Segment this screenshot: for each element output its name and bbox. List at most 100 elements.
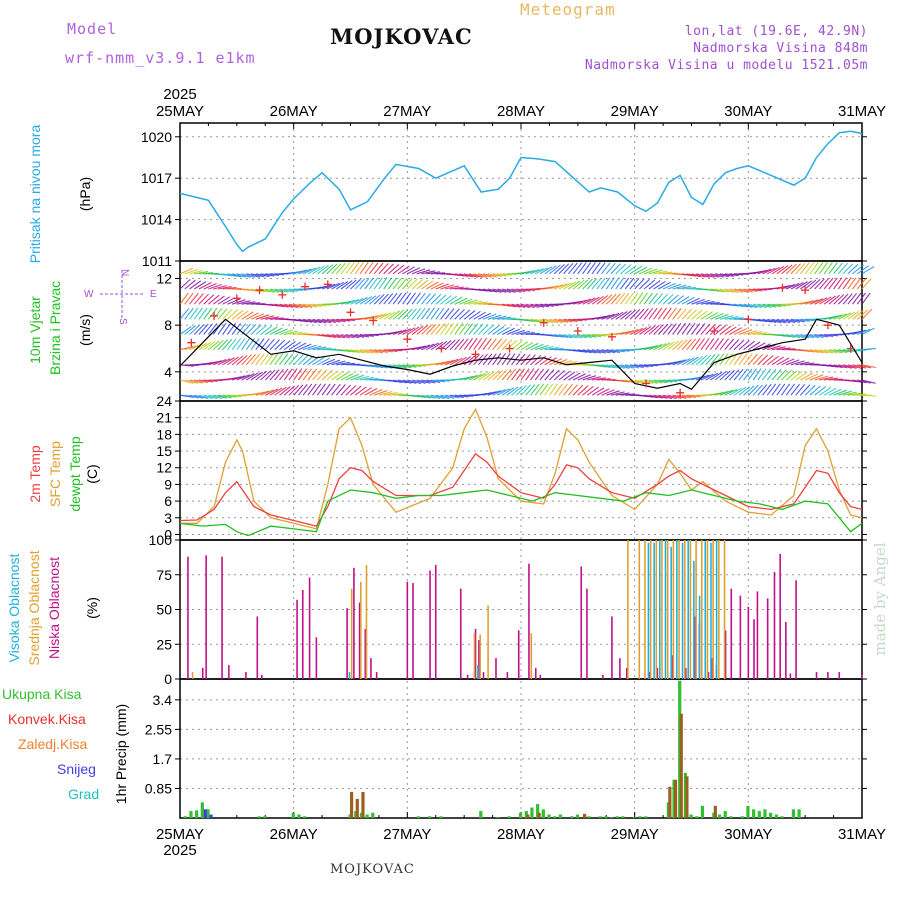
wind-arrow bbox=[355, 364, 370, 367]
wind-arrow bbox=[449, 322, 459, 335]
wind-arrow bbox=[274, 318, 289, 320]
wind-arrow bbox=[658, 281, 671, 290]
wind-arrow bbox=[824, 364, 838, 368]
wind-arrow bbox=[771, 356, 785, 366]
wind-arrow bbox=[677, 358, 691, 366]
wind-arrow bbox=[222, 297, 236, 305]
wind-arrow bbox=[752, 384, 763, 396]
wind-arrow bbox=[340, 262, 351, 275]
wind-arrow bbox=[302, 355, 315, 366]
precip-bar bbox=[209, 814, 213, 818]
wind-arrow bbox=[193, 342, 207, 351]
wind-arrow bbox=[553, 358, 568, 366]
wind-arrow bbox=[567, 262, 578, 275]
wind-arrow bbox=[255, 273, 270, 278]
wind-arrow bbox=[847, 330, 862, 336]
wind-arrow bbox=[804, 279, 817, 290]
wind-arrow bbox=[596, 314, 611, 320]
wind-arrow bbox=[374, 349, 389, 354]
wind-arrow bbox=[473, 311, 486, 320]
wind-arrow bbox=[738, 272, 753, 275]
precip-bar bbox=[685, 776, 689, 818]
wind-arrow bbox=[459, 298, 473, 305]
wind-arrow bbox=[213, 273, 228, 276]
wind-arrow bbox=[677, 378, 692, 381]
wind-arrow bbox=[331, 333, 346, 339]
wind-arrow bbox=[785, 263, 797, 275]
wind-arrow bbox=[506, 303, 521, 308]
wind-arrow bbox=[838, 312, 852, 320]
wind-arrow bbox=[236, 310, 249, 320]
wind-arrow bbox=[747, 341, 761, 351]
wind-arrow bbox=[430, 323, 441, 335]
wind-arrow bbox=[297, 384, 308, 396]
wind-arrow bbox=[374, 364, 388, 369]
wind-arrow bbox=[838, 349, 853, 353]
wind-arrow bbox=[676, 322, 686, 335]
wind-arrow bbox=[643, 292, 653, 305]
wind-arrow bbox=[331, 360, 346, 366]
wind-arrow bbox=[179, 364, 194, 367]
wind-arrow bbox=[392, 277, 403, 290]
wind-arrow bbox=[534, 383, 545, 396]
precip-bar bbox=[679, 713, 683, 818]
wind-arrow bbox=[198, 394, 213, 400]
wind-arrow bbox=[800, 362, 815, 366]
wind-arrow bbox=[809, 374, 824, 381]
wind-arrow bbox=[624, 328, 639, 336]
wind-arrow bbox=[847, 379, 862, 383]
wind-arrow bbox=[449, 339, 461, 351]
wind-arrow bbox=[568, 362, 583, 366]
wind-arrow bbox=[416, 292, 426, 305]
wind-arrow bbox=[857, 379, 872, 384]
wind-arrow bbox=[601, 262, 611, 275]
wind-arrow bbox=[577, 279, 589, 290]
wind-arrow bbox=[492, 273, 507, 277]
wind-arrow bbox=[454, 297, 468, 305]
wind-arrow bbox=[606, 349, 621, 353]
wind-arrow bbox=[473, 273, 488, 278]
wind-arrow bbox=[250, 273, 265, 278]
wind-arrow bbox=[331, 349, 346, 352]
wind-arrow bbox=[378, 349, 393, 353]
wind-arrow bbox=[179, 267, 194, 275]
wind-arrow bbox=[416, 269, 431, 275]
y-tick-label-temp: 3 bbox=[164, 510, 172, 526]
wind-arrow bbox=[284, 271, 299, 275]
panel-frame-wind bbox=[179, 260, 863, 402]
wind-arrow bbox=[449, 394, 464, 399]
wind-arrow bbox=[804, 262, 815, 275]
wind-arrow bbox=[724, 388, 738, 396]
x-tick-label-bottom: 27MAY bbox=[383, 826, 431, 843]
wind-arrow bbox=[823, 315, 838, 320]
wind-gust-mark bbox=[403, 335, 412, 344]
wind-arrow bbox=[345, 363, 360, 366]
wind-arrow bbox=[776, 383, 786, 396]
wind-arrow bbox=[520, 288, 535, 292]
wind-arrow bbox=[700, 354, 712, 366]
precip-bar bbox=[257, 816, 261, 818]
temp-label-sfc: SFC Temp bbox=[47, 441, 63, 507]
wind-arrow bbox=[459, 356, 472, 366]
wind-arrow bbox=[227, 356, 240, 366]
wind-arrow bbox=[714, 324, 727, 335]
wind-arrow bbox=[511, 318, 526, 321]
wind-arrow bbox=[762, 344, 776, 351]
wind-arrow bbox=[207, 323, 218, 335]
wind-arrow bbox=[691, 309, 703, 320]
wind-arrow bbox=[809, 278, 821, 290]
wind-arrow bbox=[227, 273, 242, 278]
x-tick-label-top: 27MAY bbox=[383, 103, 431, 120]
wind-gust-mark bbox=[232, 294, 241, 303]
wind-arrow bbox=[473, 337, 483, 351]
wind-arrow bbox=[307, 286, 322, 290]
wind-arrow bbox=[288, 341, 302, 351]
wind-arrow bbox=[615, 293, 626, 305]
wind-arrow bbox=[359, 296, 372, 305]
wind-arrow bbox=[369, 388, 383, 396]
wind-arrow bbox=[421, 343, 435, 351]
wind-arrow bbox=[359, 376, 374, 381]
wind-arrow bbox=[326, 359, 341, 366]
wind-arrow bbox=[610, 331, 625, 336]
wind-arrow bbox=[539, 368, 550, 381]
